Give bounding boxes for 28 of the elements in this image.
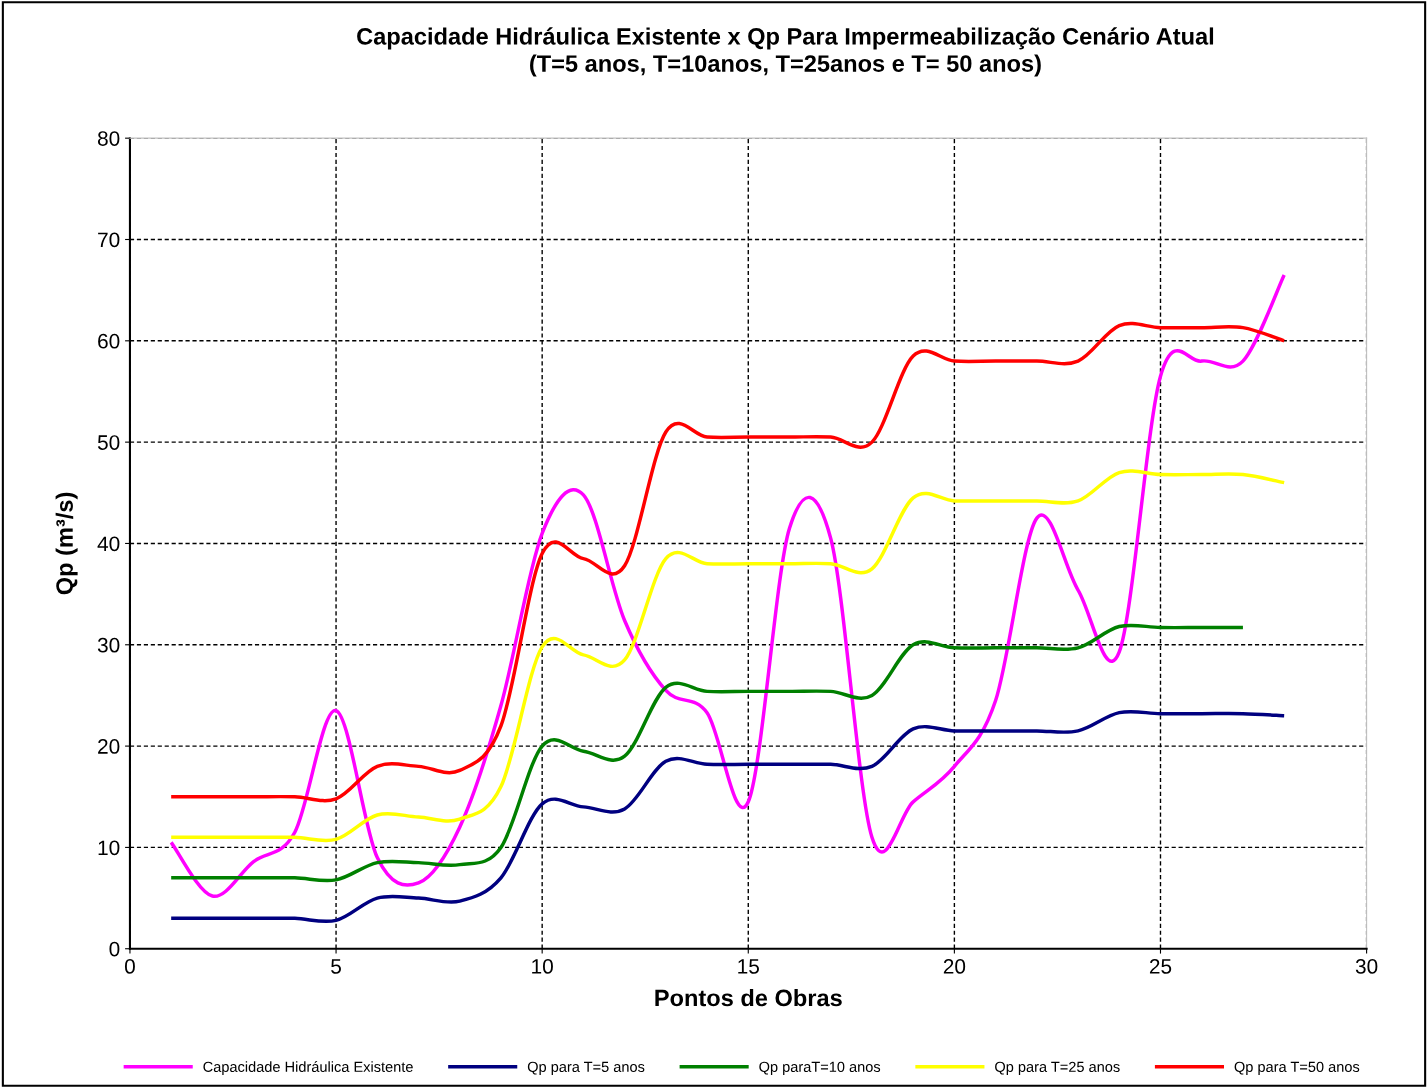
legend-label: Qp para T=5 anos bbox=[527, 1061, 645, 1075]
line-series bbox=[169, 623, 1245, 883]
x-tick-label: 0 bbox=[124, 959, 135, 974]
x-tick-label: 10 bbox=[532, 959, 553, 974]
chart-title: Capacidade Hidráulica Existente x Qp Para Impermeabilização Cenário Atual (T=5 anos, T=10anos, T=25anos e T= 50 anos) bbox=[357, 27, 1214, 77]
y-tick-label: 40 bbox=[97, 536, 120, 552]
y-tick-label: 70 bbox=[98, 232, 120, 248]
y-tick-label: 80 bbox=[97, 131, 120, 146]
x-tick-label: 15 bbox=[738, 959, 759, 974]
y-tick-label: 0 bbox=[109, 941, 120, 957]
x-tick-label: 5 bbox=[331, 959, 341, 974]
x-tick-label: 20 bbox=[943, 959, 966, 974]
y-axis-title: Qp (m³/s) bbox=[55, 492, 78, 595]
x-axis-title: Pontos de Obras bbox=[655, 988, 842, 1007]
x-tick-label: 30 bbox=[1355, 959, 1378, 974]
legend-label: Qp paraT=10 anos bbox=[759, 1061, 881, 1075]
line-series bbox=[169, 273, 1286, 898]
line-series bbox=[169, 469, 1286, 843]
y-tick-label: 20 bbox=[98, 739, 120, 754]
x-tick-label: 25 bbox=[1149, 959, 1172, 974]
legend-label: Capacidade Hidráulica Existente bbox=[203, 1061, 413, 1075]
y-tick-label: 60 bbox=[98, 333, 120, 349]
line-series bbox=[169, 709, 1286, 924]
legend-label: Qp para T=25 anos bbox=[995, 1061, 1120, 1075]
legend-label: Qp para T=50 anos bbox=[1234, 1061, 1360, 1075]
y-tick-label: 30 bbox=[97, 637, 120, 653]
y-tick-label: 50 bbox=[97, 435, 120, 450]
y-tick-label: 10 bbox=[98, 840, 120, 856]
